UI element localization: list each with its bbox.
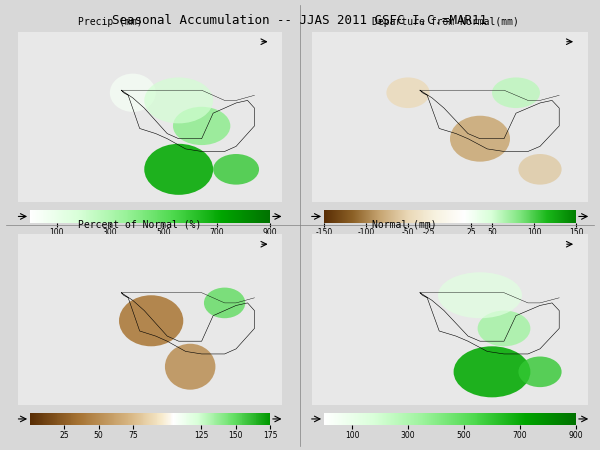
Ellipse shape — [478, 310, 530, 346]
Ellipse shape — [450, 116, 510, 162]
Ellipse shape — [144, 144, 213, 195]
Ellipse shape — [165, 344, 215, 390]
Ellipse shape — [386, 77, 430, 108]
Text: Percent of Normal (%): Percent of Normal (%) — [78, 219, 202, 229]
Ellipse shape — [438, 272, 522, 318]
Ellipse shape — [213, 154, 259, 184]
Ellipse shape — [144, 77, 213, 123]
Ellipse shape — [173, 107, 230, 145]
Ellipse shape — [110, 74, 156, 112]
Ellipse shape — [518, 356, 562, 387]
Ellipse shape — [204, 288, 245, 318]
Ellipse shape — [492, 77, 540, 108]
Text: Normal (mm): Normal (mm) — [372, 219, 437, 229]
Text: Seasonal Accumulation -- JJAS 2011 GSFC I.C.=MAR11: Seasonal Accumulation -- JJAS 2011 GSFC … — [113, 14, 487, 27]
Text: Precip (mm): Precip (mm) — [78, 17, 143, 27]
Ellipse shape — [119, 295, 183, 346]
Ellipse shape — [454, 346, 530, 397]
Ellipse shape — [518, 154, 562, 184]
Text: Departure from Normal(mm): Departure from Normal(mm) — [372, 17, 519, 27]
